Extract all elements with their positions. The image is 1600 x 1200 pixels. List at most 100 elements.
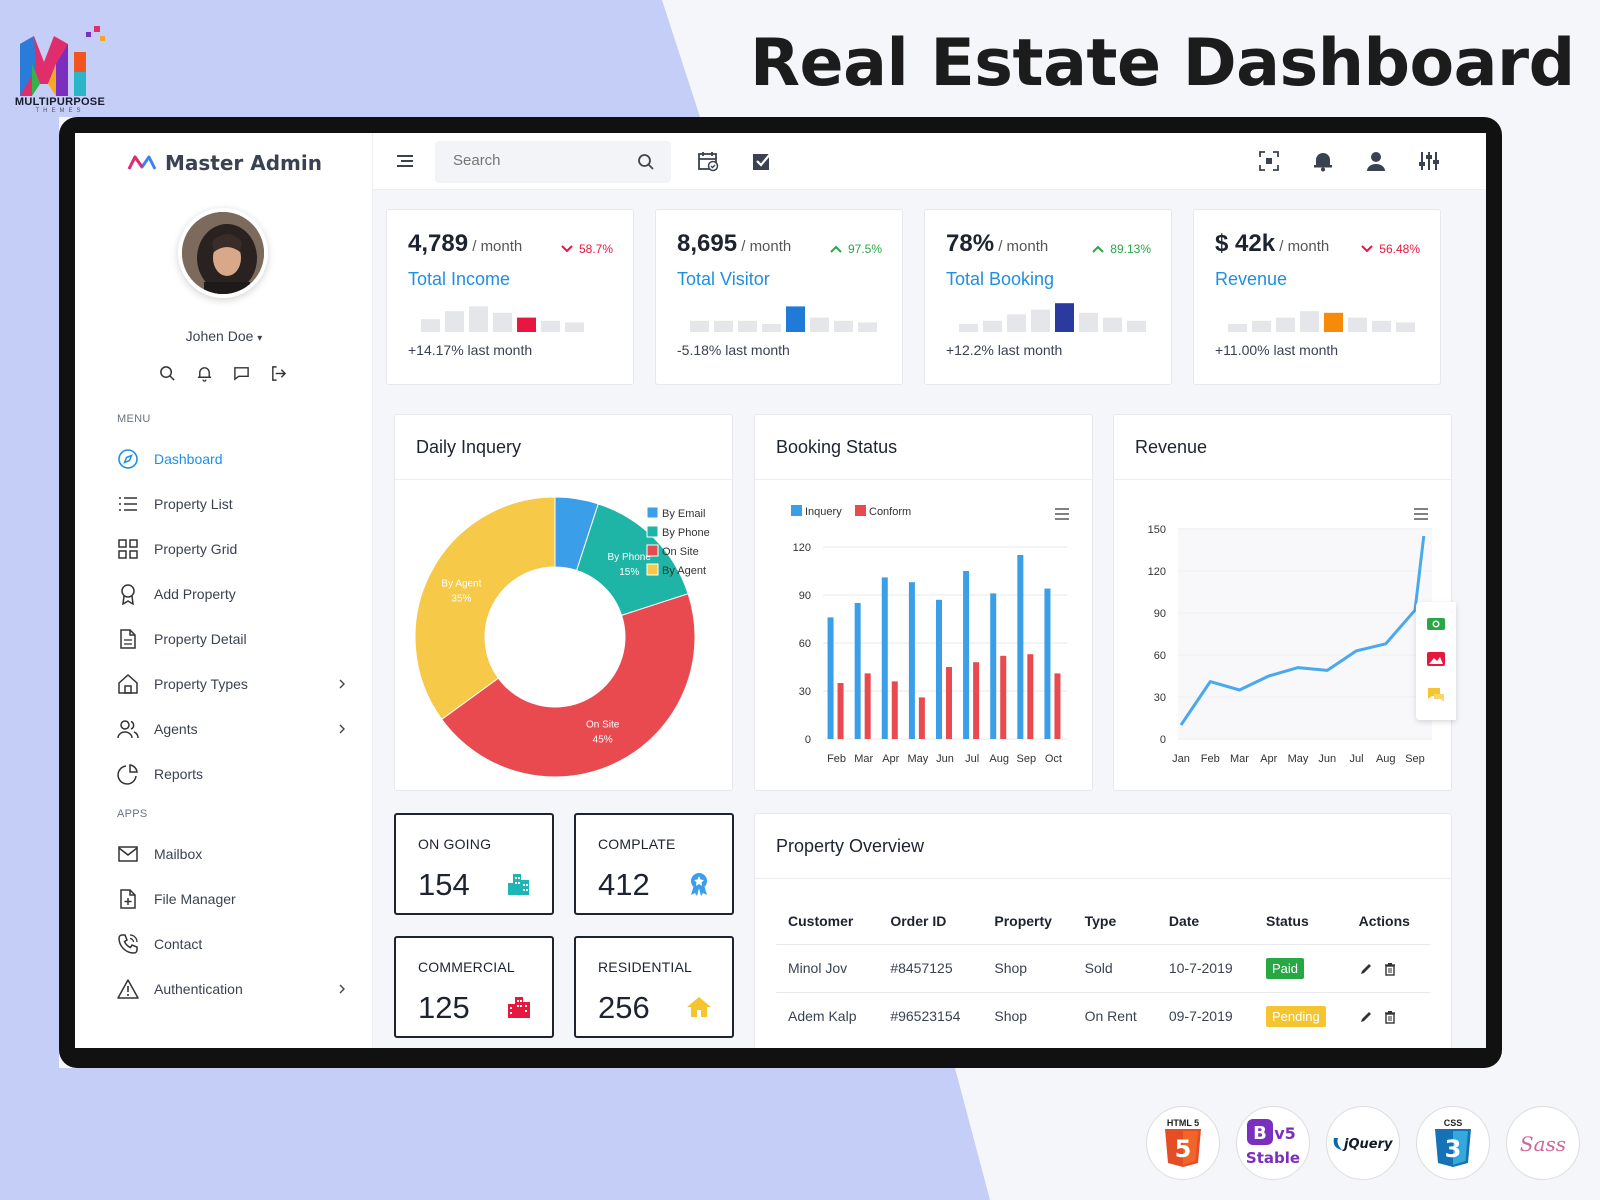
svg-text:3: 3 [1445, 1135, 1462, 1163]
stat-card-total-booking[interactable]: 78% / month 89.13% Total Booking +12.2% las… [924, 209, 1172, 385]
stat-value-number: 78% [946, 230, 995, 257]
stat-delta: 89.13% [1092, 242, 1151, 256]
summary-label: COMPLATE [598, 836, 676, 852]
stat-card-revenue[interactable]: $ 42k / month 56.48% Revenue +11.00% last m… [1193, 209, 1441, 385]
bar [1054, 673, 1061, 739]
stat-value-number: $ 42k [1215, 230, 1276, 257]
sidebar-item-add-property[interactable]: Add Property [117, 579, 347, 609]
brand-logo [20, 26, 105, 96]
search-box [435, 141, 671, 183]
avatar[interactable] [178, 208, 268, 298]
chat-icon[interactable] [1426, 686, 1446, 704]
fullscreen-icon[interactable] [1258, 150, 1280, 172]
spark-bar [810, 317, 829, 332]
x-tick-label: Mar [854, 753, 873, 765]
sparkline-bars [959, 303, 1146, 332]
chart-menu-icon [1414, 508, 1428, 520]
column-header[interactable]: Customer [788, 912, 854, 929]
spark-bar [1127, 320, 1146, 332]
bar [973, 662, 980, 739]
sass-badge: Sass [1506, 1106, 1580, 1180]
jquery-logo: jQuery [1333, 1137, 1393, 1152]
sidebar-item-reports[interactable]: Reports [117, 759, 347, 789]
stat-value: 4,789 / month [408, 230, 522, 258]
stat-unit: / month [994, 238, 1049, 255]
search-icon[interactable] [159, 365, 176, 382]
column-header[interactable]: Actions [1358, 912, 1410, 929]
notification-bell-icon[interactable] [1312, 150, 1334, 172]
delete-icon[interactable] [1383, 1010, 1397, 1025]
spark-bar [786, 306, 805, 332]
stat-card-total-visitor[interactable]: 8,695 / month 97.5% Total Visitor -5.18% la… [655, 209, 903, 385]
sidebar-item-authentication[interactable]: Authentication [117, 974, 347, 1004]
sidebar-item-property-grid[interactable]: Property Grid [117, 534, 347, 564]
phone-icon [118, 934, 138, 954]
stat-label: Total Visitor [677, 269, 770, 289]
sidebar-item-property-list[interactable]: Property List [117, 489, 347, 519]
settings-sliders-icon[interactable] [1418, 150, 1440, 172]
panel-title: Property Overview [776, 836, 925, 856]
sidebar-item-dashboard[interactable]: Dashboard [117, 444, 347, 474]
bell-icon[interactable] [196, 365, 213, 382]
pie-slice [414, 496, 556, 720]
x-tick-label: May [1288, 753, 1309, 765]
commercial-card[interactable]: COMMERCIAL 125 [394, 936, 554, 1038]
customer-cell: Minol Jov [776, 943, 879, 992]
spark-bar [738, 320, 757, 332]
bar [1000, 655, 1007, 739]
user-name[interactable]: Johen Doe ▾ [75, 328, 373, 344]
line-series [1179, 535, 1426, 726]
image-icon[interactable] [1426, 650, 1446, 668]
apps-heading: APPS [117, 808, 148, 820]
bar [963, 571, 970, 739]
property-overview-panel: Property Overview Customer Order ID Prop… [754, 813, 1452, 1048]
legend-swatch [855, 505, 866, 516]
edit-icon[interactable] [1359, 1010, 1373, 1024]
user-profile-icon[interactable] [1365, 150, 1387, 172]
page-title: Real Estate Dashboard [750, 26, 1575, 101]
y-tick-label: 60 [799, 638, 811, 650]
css3-logo: CSS 3 [1435, 1118, 1471, 1167]
stat-card-total-income[interactable]: 4,789 / month 58.7% Total Income +14.17% la… [386, 209, 634, 385]
spark-bar [1252, 320, 1271, 332]
y-tick-label: 120 [793, 542, 811, 554]
ongoing-card[interactable]: ON GOING 154 [394, 813, 554, 915]
app-logo[interactable]: Master Admin [127, 151, 322, 175]
message-icon[interactable] [233, 365, 250, 382]
sidebar-item-file-manager[interactable]: File Manager [117, 884, 347, 914]
residential-card[interactable]: RESIDENTIAL 256 [574, 936, 734, 1038]
sidebar-item-property-types[interactable]: Property Types [117, 669, 347, 699]
order-id-cell: #8457125 [878, 943, 983, 992]
checkbox-icon[interactable] [751, 150, 773, 172]
logout-icon[interactable] [270, 365, 287, 382]
divider [755, 878, 1451, 879]
table-header-row: Customer Order ID Property Type Date Sta… [776, 898, 1430, 944]
bar [936, 599, 942, 739]
spark-bar [1031, 309, 1050, 332]
search-icon[interactable] [637, 153, 655, 171]
plot-background [1178, 529, 1432, 739]
delete-icon[interactable] [1383, 962, 1397, 976]
column-header[interactable]: Property [994, 912, 1052, 929]
calendar-icon[interactable] [697, 150, 719, 172]
jquery-badge: jQuery [1326, 1106, 1400, 1180]
spark-bar [1276, 317, 1295, 332]
complate-card[interactable]: COMPLATE 412 [574, 813, 734, 915]
sidebar-item-contact[interactable]: Contact [117, 929, 347, 959]
column-header[interactable]: Type [1084, 912, 1117, 929]
sidebar-item-mailbox[interactable]: Mailbox [117, 839, 347, 869]
search-input[interactable] [453, 152, 633, 169]
column-header[interactable]: Date [1168, 912, 1200, 929]
edit-icon[interactable] [1359, 962, 1373, 976]
camera-icon[interactable] [1426, 614, 1446, 632]
bar [827, 617, 834, 739]
spark-bar [469, 306, 488, 332]
sidebar-item-property-detail[interactable]: Property Detail [117, 624, 347, 654]
bar [864, 673, 871, 739]
sidebar-item-agents[interactable]: Agents [117, 714, 347, 744]
property-cell: Shop [982, 943, 1073, 992]
menu-toggle-icon[interactable] [395, 151, 415, 171]
column-header[interactable]: Order ID [890, 912, 947, 929]
bar [881, 577, 888, 739]
column-header[interactable]: Status [1265, 912, 1309, 929]
